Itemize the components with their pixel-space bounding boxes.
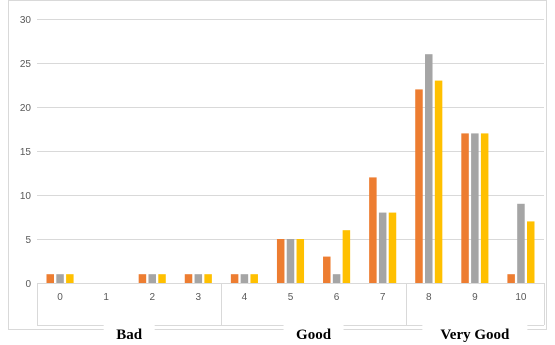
x-tick-label: 2	[149, 292, 155, 303]
bar	[276, 239, 285, 283]
x-axis: 0 1 2 3 4 5 6 7 8 9 10	[37, 283, 544, 303]
category-groups: Bad Good Very Good	[37, 283, 545, 343]
x-tick-label: 5	[288, 292, 294, 303]
bar	[138, 274, 147, 283]
y-tick-label: 10	[20, 191, 32, 202]
group-label-bg	[283, 322, 344, 342]
bar	[148, 274, 156, 283]
group-label: Good	[296, 327, 332, 343]
y-tick-label: 30	[20, 15, 32, 26]
x-tick-label: 7	[380, 292, 386, 303]
bar	[415, 89, 423, 284]
bar	[480, 133, 489, 283]
bar	[378, 212, 387, 283]
y-tick-label: 0	[25, 279, 31, 290]
bar	[204, 274, 212, 283]
bar	[507, 274, 515, 283]
bar	[342, 230, 351, 283]
y-axis-ticks: 0 5 10 15 20 25 30	[20, 15, 32, 290]
bar	[517, 203, 525, 283]
y-tick-label: 5	[25, 235, 31, 246]
group-label-bg	[422, 322, 528, 342]
bar	[230, 274, 239, 283]
group-label: Bad	[116, 327, 143, 343]
x-tick-label: 3	[196, 292, 202, 303]
bar	[66, 274, 74, 283]
bar	[56, 274, 64, 283]
bars	[46, 54, 535, 284]
bar	[286, 239, 295, 283]
x-tick-label: 10	[515, 292, 527, 303]
y-tick-label: 20	[20, 103, 32, 114]
bar	[194, 274, 203, 283]
gridlines	[37, 19, 544, 240]
x-tick-label: 1	[103, 292, 109, 303]
bar	[46, 274, 54, 283]
group-label: Very Good	[440, 327, 510, 343]
bar	[434, 80, 443, 283]
bar	[388, 212, 397, 283]
x-tick-label: 6	[334, 292, 340, 303]
bar	[527, 221, 535, 283]
bar	[296, 239, 305, 283]
bar	[240, 274, 249, 283]
x-tick-label: 9	[472, 292, 478, 303]
y-tick-label: 25	[20, 59, 32, 70]
x-tick-label: 0	[57, 292, 63, 303]
bar	[158, 274, 166, 283]
x-tick-label: 8	[426, 292, 432, 303]
bar	[184, 274, 193, 283]
bar	[425, 54, 433, 284]
group-label-bg	[103, 322, 155, 342]
bar	[332, 274, 341, 283]
bar	[471, 133, 479, 283]
y-tick-label: 15	[20, 147, 32, 158]
x-tick-label: 4	[242, 292, 248, 303]
bar	[250, 274, 258, 283]
bar	[461, 133, 469, 283]
bar	[369, 177, 377, 283]
bar	[323, 256, 331, 283]
